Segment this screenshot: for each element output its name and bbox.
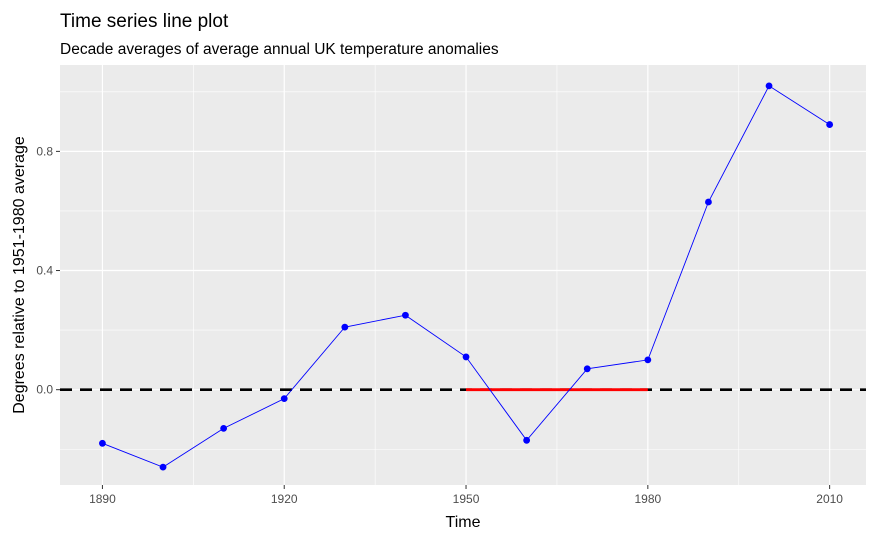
x-tick-label: 1950: [453, 492, 480, 506]
data-point: [159, 463, 167, 471]
y-tick-label: 0.8: [36, 144, 53, 158]
chart-subtitle: Decade averages of average annual UK tem…: [60, 41, 499, 58]
data-point: [583, 365, 591, 373]
series-points: [99, 82, 834, 471]
plot-panel: [60, 65, 866, 485]
x-tick-label: 1920: [271, 492, 298, 506]
data-point: [826, 121, 834, 128]
data-point: [341, 323, 349, 331]
y-tick-label: 0.4: [36, 264, 53, 278]
x-tick-label: 1890: [89, 492, 116, 506]
data-point: [402, 311, 409, 319]
data-point: [220, 425, 228, 432]
x-axis-title: Time: [446, 514, 481, 531]
y-axis: 0.0 0.4 0.8: [36, 144, 60, 397]
x-tick-label: 2010: [816, 492, 843, 506]
data-point: [765, 82, 773, 90]
data-point: [99, 439, 106, 447]
data-point: [644, 356, 652, 364]
y-tick-label: 0.0: [36, 383, 53, 397]
data-point: [705, 198, 712, 206]
x-tick-label: 1980: [634, 492, 661, 506]
data-point: [462, 353, 470, 361]
chart-title: Time series line plot: [60, 11, 229, 32]
data-point: [523, 436, 531, 444]
data-point: [280, 395, 288, 403]
grid-minor: [60, 65, 866, 485]
x-axis: 1890 1920 1950 1980 2010: [89, 485, 843, 506]
y-axis-title: Degrees relative to 1951-1980 average: [11, 136, 28, 414]
